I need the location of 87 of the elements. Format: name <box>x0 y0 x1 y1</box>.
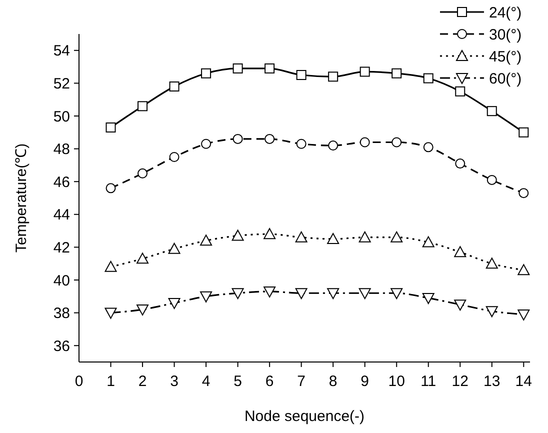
point <box>360 137 370 148</box>
point <box>295 231 308 242</box>
point <box>104 260 117 272</box>
x-tick-label: 3 <box>170 373 178 390</box>
point <box>138 168 148 178</box>
point <box>138 101 148 112</box>
y-tick-label: 42 <box>53 239 70 256</box>
x-tick-label: 5 <box>234 373 242 390</box>
point <box>327 233 340 244</box>
point <box>201 138 212 149</box>
point <box>169 81 180 92</box>
y-tick-label: 40 <box>53 272 70 290</box>
y-tick-label: 46 <box>53 174 70 191</box>
point <box>200 234 212 246</box>
point <box>232 288 244 300</box>
x-tick-label: 13 <box>484 373 500 390</box>
point <box>455 86 466 96</box>
point <box>518 188 529 198</box>
y-tick-label: 54 <box>53 42 70 60</box>
point <box>264 228 276 240</box>
point <box>486 258 498 269</box>
x-tick-label: 2 <box>138 373 147 390</box>
x-tick-label: 4 <box>202 373 210 390</box>
y-tick-label: 38 <box>53 305 70 322</box>
legend-label: 45(°) <box>489 48 522 66</box>
x-axis-title: Node sequence(-) <box>244 408 365 425</box>
point <box>392 137 402 148</box>
y-axis-title: Temperature(℃) <box>13 143 30 253</box>
point <box>358 231 371 242</box>
y-tick-label: 44 <box>53 206 70 224</box>
point <box>168 298 180 309</box>
point <box>169 152 180 162</box>
point <box>295 288 308 300</box>
point <box>104 308 117 319</box>
point <box>422 293 434 304</box>
point <box>423 73 434 84</box>
x-tick-label: 11 <box>420 373 436 390</box>
point <box>486 106 497 116</box>
point <box>455 158 466 169</box>
y-tick-label: 48 <box>53 141 70 158</box>
point <box>390 288 403 300</box>
x-tick-label: 1 <box>106 373 115 390</box>
point <box>136 252 149 264</box>
point <box>232 134 243 144</box>
point <box>328 140 338 151</box>
x-tick-label: 14 <box>515 373 532 390</box>
point <box>106 183 116 194</box>
point <box>200 291 212 302</box>
point <box>327 288 340 300</box>
point <box>232 63 243 74</box>
x-tick-label: 6 <box>265 373 274 390</box>
point <box>518 127 529 138</box>
y-tick-label: 50 <box>53 108 70 126</box>
point <box>264 134 275 144</box>
point <box>136 304 149 316</box>
point <box>486 174 497 185</box>
point <box>454 246 466 258</box>
point <box>390 231 403 242</box>
point <box>264 286 276 298</box>
x-tick-label: 10 <box>388 373 405 390</box>
legend-label: 30(°) <box>489 26 522 44</box>
point <box>422 236 434 248</box>
y-tick-label: 52 <box>53 75 70 92</box>
point <box>518 309 530 320</box>
point <box>358 288 371 300</box>
point <box>264 63 275 74</box>
point <box>423 142 434 152</box>
point <box>360 66 370 77</box>
x-tick-label: 9 <box>360 373 370 390</box>
point <box>454 300 466 311</box>
y-tick-label: 36 <box>53 338 70 355</box>
point <box>201 68 212 78</box>
point <box>168 242 180 254</box>
point <box>328 72 338 82</box>
x-tick-label: 12 <box>452 373 468 390</box>
point <box>392 68 402 78</box>
point <box>486 306 498 318</box>
x-tick-label: 7 <box>297 373 306 390</box>
x-tick-label: 0 <box>74 373 84 390</box>
point <box>296 138 306 149</box>
point <box>518 264 530 276</box>
legend-label: 60(°) <box>489 70 522 88</box>
legend-label: 24(°) <box>489 4 522 22</box>
point <box>232 230 244 241</box>
point <box>296 70 306 80</box>
x-tick-label: 8 <box>328 373 338 390</box>
point <box>106 122 116 132</box>
